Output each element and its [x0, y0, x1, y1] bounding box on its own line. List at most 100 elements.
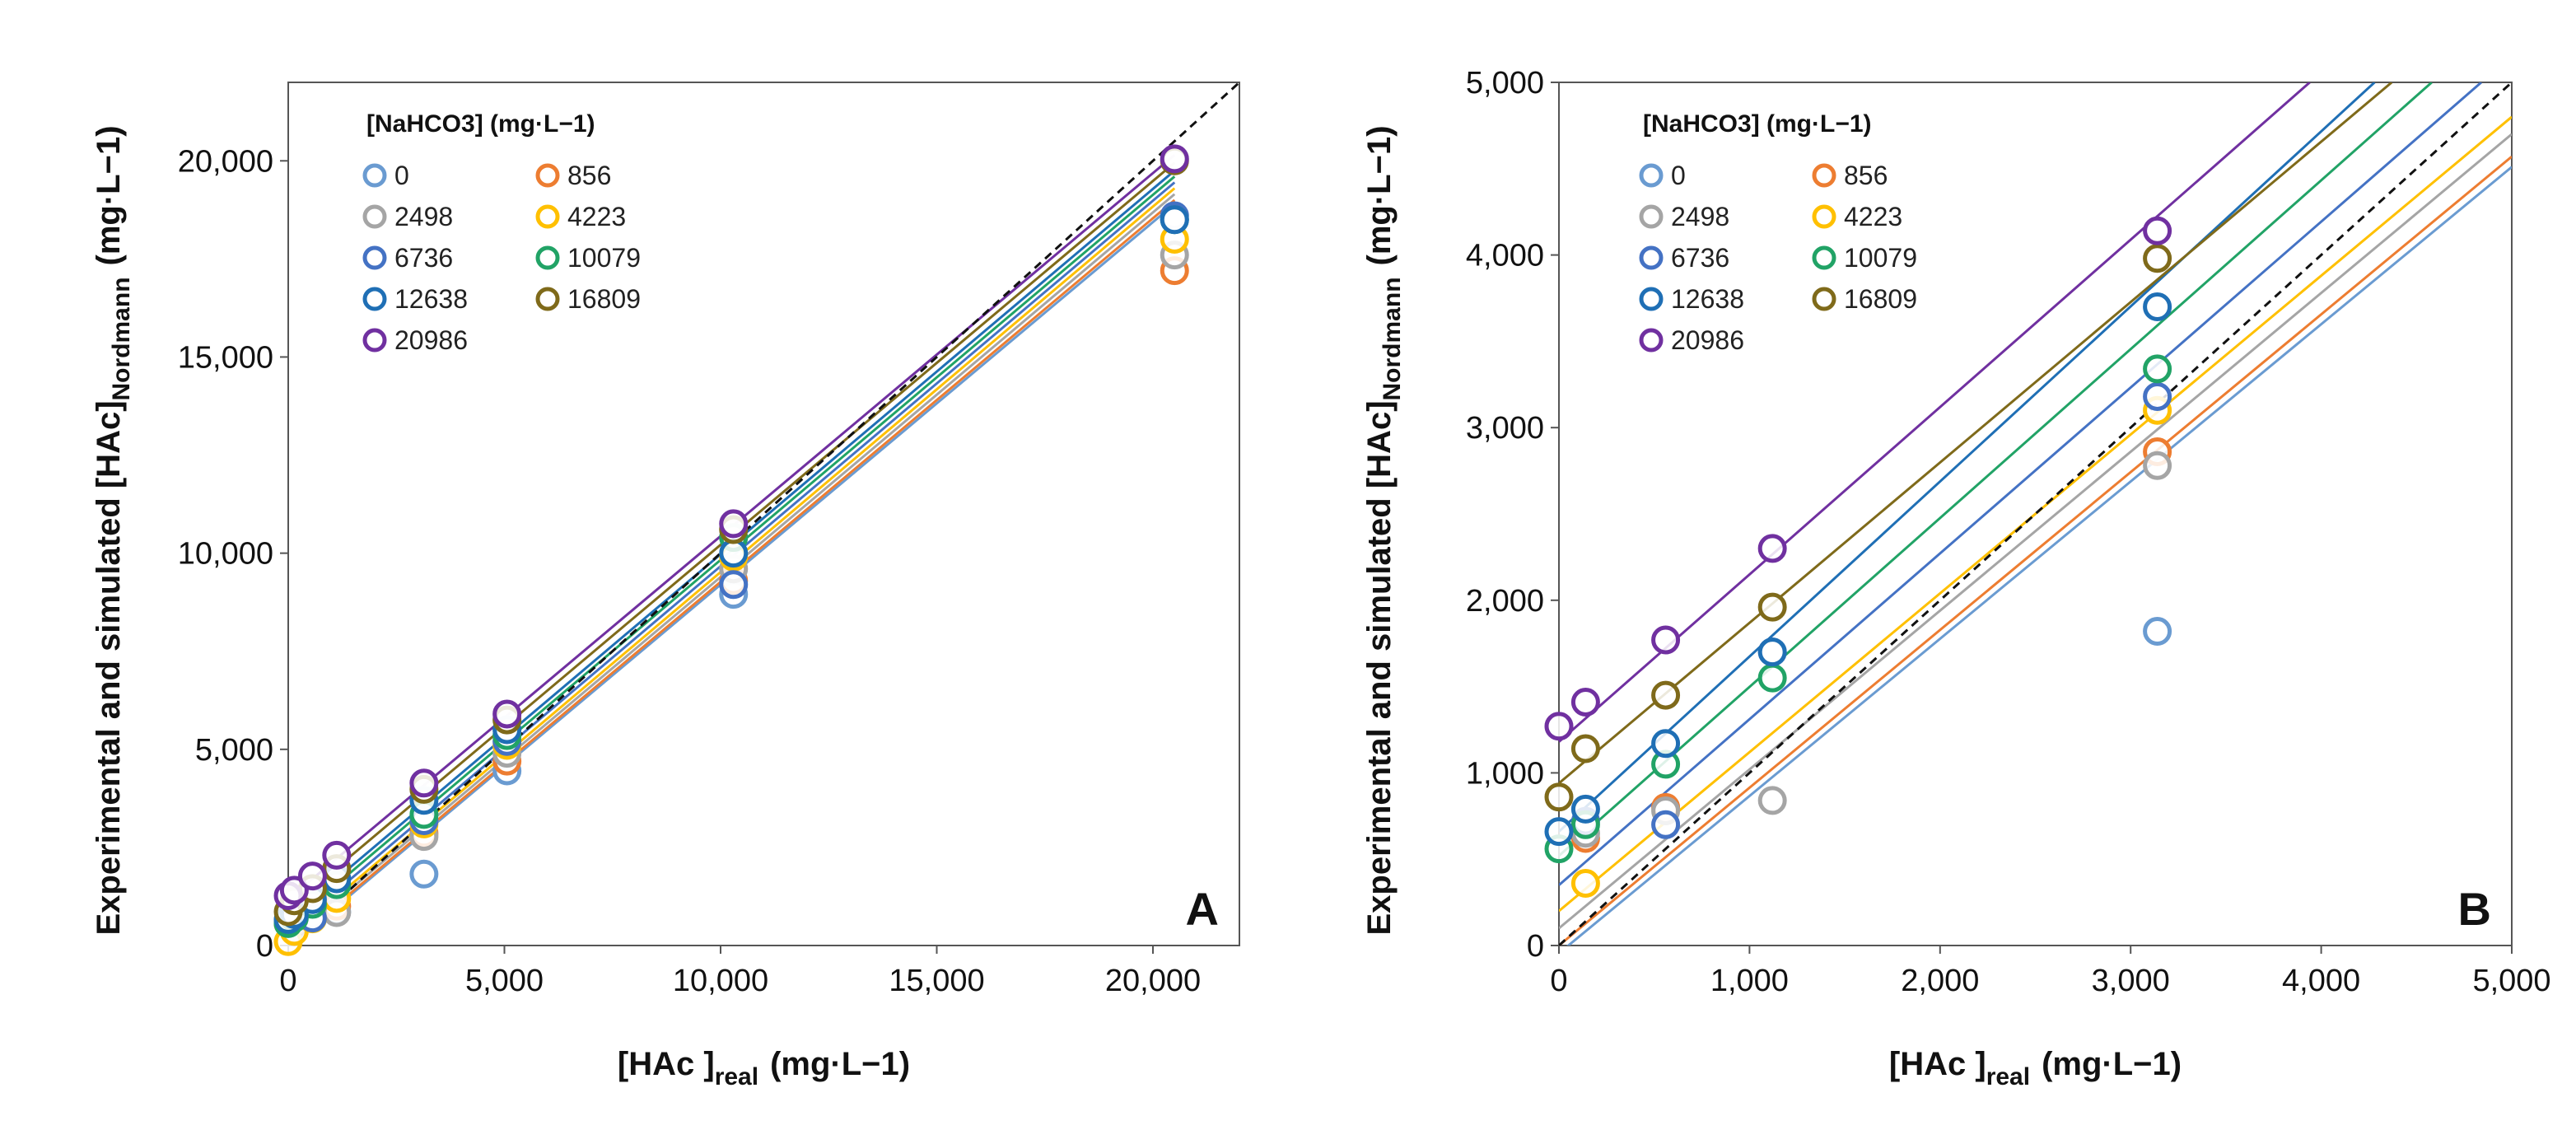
data-point-20986	[1757, 534, 1787, 563]
data-point-16809	[1570, 734, 1600, 763]
legend-marker	[1639, 245, 1664, 270]
legend-marker	[1639, 204, 1664, 229]
fit-line-6736	[1559, 82, 2482, 886]
legend-marker	[1812, 163, 1836, 188]
x-tick-label: 20,000	[1105, 964, 1201, 998]
legend-marker	[362, 245, 387, 270]
data-point-10079	[2143, 354, 2172, 384]
x-tick-label: 0	[1550, 964, 1567, 998]
data-point-20986	[409, 768, 439, 798]
legend-marker	[535, 204, 560, 229]
data-point-20986	[322, 840, 352, 870]
data-point-12638	[1544, 817, 1574, 847]
y-axis-label-unit: (mg·L−1)	[1361, 125, 1398, 265]
legend-label: 2498	[394, 202, 453, 231]
data-point-0	[409, 859, 439, 889]
legend-label: 12638	[1671, 284, 1744, 314]
y-tick-label: 10,000	[178, 537, 273, 572]
data-point-16809	[1651, 680, 1681, 710]
fit-line-856	[1559, 155, 2512, 946]
data-point-6736	[719, 570, 749, 600]
legend-label: 4223	[567, 202, 626, 231]
x-tick-label: 5,000	[2472, 964, 2550, 998]
legend-marker	[1812, 245, 1836, 270]
y-tick-label: 1,000	[1466, 756, 1544, 791]
plot-frame	[287, 82, 1240, 946]
legend-label: 16809	[1844, 284, 1917, 314]
y-tick-label: 5,000	[1466, 66, 1544, 100]
legend-marker	[362, 204, 387, 229]
data-point-16809	[2143, 244, 2172, 273]
data-point-12638	[1570, 794, 1600, 824]
data-point-12638	[1757, 637, 1787, 667]
legend-title: [NaHCO3] (mg·L−1)	[1643, 110, 1872, 138]
x-axis-label-unit: (mg·L−1)	[770, 1046, 910, 1082]
legend-marker	[1812, 287, 1836, 311]
legend-marker	[1639, 328, 1664, 353]
x-axis-label-sub: real	[1986, 1063, 2030, 1090]
chart-panel-A: 0 5,000 10,000 15,000 20,000 0 5,000 10,000 15,0…	[91, 82, 1240, 1090]
legend-label: 856	[1844, 161, 1888, 190]
legend-marker	[1639, 287, 1664, 311]
legend-label: 0	[1671, 161, 1686, 190]
fit-line-2498	[1559, 133, 2512, 930]
data-point-10079	[1757, 663, 1787, 693]
data-point-20986	[2143, 216, 2172, 245]
y-axis-label: Experimental and simulated [HAc]Nordmann…	[91, 125, 135, 935]
y-tick-label: 0	[1527, 929, 1544, 964]
data-point-4223	[1570, 869, 1600, 899]
y-axis-label-main: Experimental and simulated [HAc]	[91, 400, 127, 935]
data-point-20986	[1160, 144, 1189, 174]
legend-marker	[535, 245, 560, 270]
data-point-0	[2143, 617, 2172, 647]
legend: [NaHCO3] (mg·L−1) 0 856 2498 4223 6736 10079 12…	[1639, 110, 1917, 355]
data-point-2498	[2143, 451, 2172, 480]
legend-marker	[1812, 204, 1836, 229]
plot-area	[1559, 82, 2512, 946]
y-tick-label: 2,000	[1466, 584, 1544, 619]
legend-label: 6736	[394, 243, 453, 273]
data-point-6736	[1651, 810, 1681, 839]
x-tick-label: 15,000	[889, 964, 984, 998]
legend-label: 2498	[1671, 202, 1729, 231]
fit-line-12638	[1559, 82, 2376, 833]
y-tick-label: 3,000	[1466, 411, 1544, 446]
legend-marker	[535, 163, 560, 188]
x-axis-label-main: [HAc ]	[1889, 1046, 1986, 1082]
legend: [NaHCO3] (mg·L−1) 0 856 2498 4223 6736 10079 12…	[362, 110, 641, 355]
x-tick-label: 1,000	[1710, 964, 1789, 998]
legend-label: 12638	[394, 284, 468, 314]
x-axis-label-unit: (mg·L−1)	[2042, 1046, 2182, 1082]
fit-line-0	[1566, 166, 2512, 946]
legend-marker	[1639, 163, 1664, 188]
data-point-16809	[1544, 782, 1574, 812]
y-tick-label: 0	[256, 929, 273, 964]
x-tick-label: 5,000	[465, 964, 544, 998]
fit-line-16809	[1559, 82, 2393, 785]
data-point-20986	[492, 699, 522, 729]
y-tick-label: 4,000	[1466, 239, 1544, 273]
data-point-12638	[1160, 205, 1189, 235]
legend-label: 10079	[1844, 243, 1917, 273]
y-axis-label: Experimental and simulated [HAc]Nordmann…	[1361, 125, 1406, 935]
fit-line-10079	[1559, 82, 2433, 857]
data-point-12638	[2143, 292, 2172, 321]
legend-label: 0	[394, 161, 409, 190]
data-point-20986	[1651, 625, 1681, 655]
y-axis-label-unit: (mg·L−1)	[91, 125, 127, 265]
x-axis-label: [HAc ]real (mg·L−1)	[1889, 1046, 2182, 1090]
reference-line	[1559, 82, 2512, 946]
panel-label: A	[1186, 883, 1219, 935]
panel-label: B	[2458, 883, 2491, 935]
legend-marker	[362, 328, 387, 353]
x-axis-label-sub: real	[715, 1063, 758, 1090]
x-tick-label: 0	[279, 964, 296, 998]
legend-label: 856	[567, 161, 611, 190]
chart-panel-B: 0 1,000 2,000 3,000 4,000 5,000 0 1,000 2,000 3,0…	[1361, 66, 2551, 1090]
y-tick-label: 5,000	[195, 733, 273, 768]
x-tick-label: 4,000	[2282, 964, 2360, 998]
y-tick-label: 20,000	[178, 144, 273, 179]
data-point-2498	[1757, 786, 1787, 815]
legend-label: 16809	[567, 284, 641, 314]
